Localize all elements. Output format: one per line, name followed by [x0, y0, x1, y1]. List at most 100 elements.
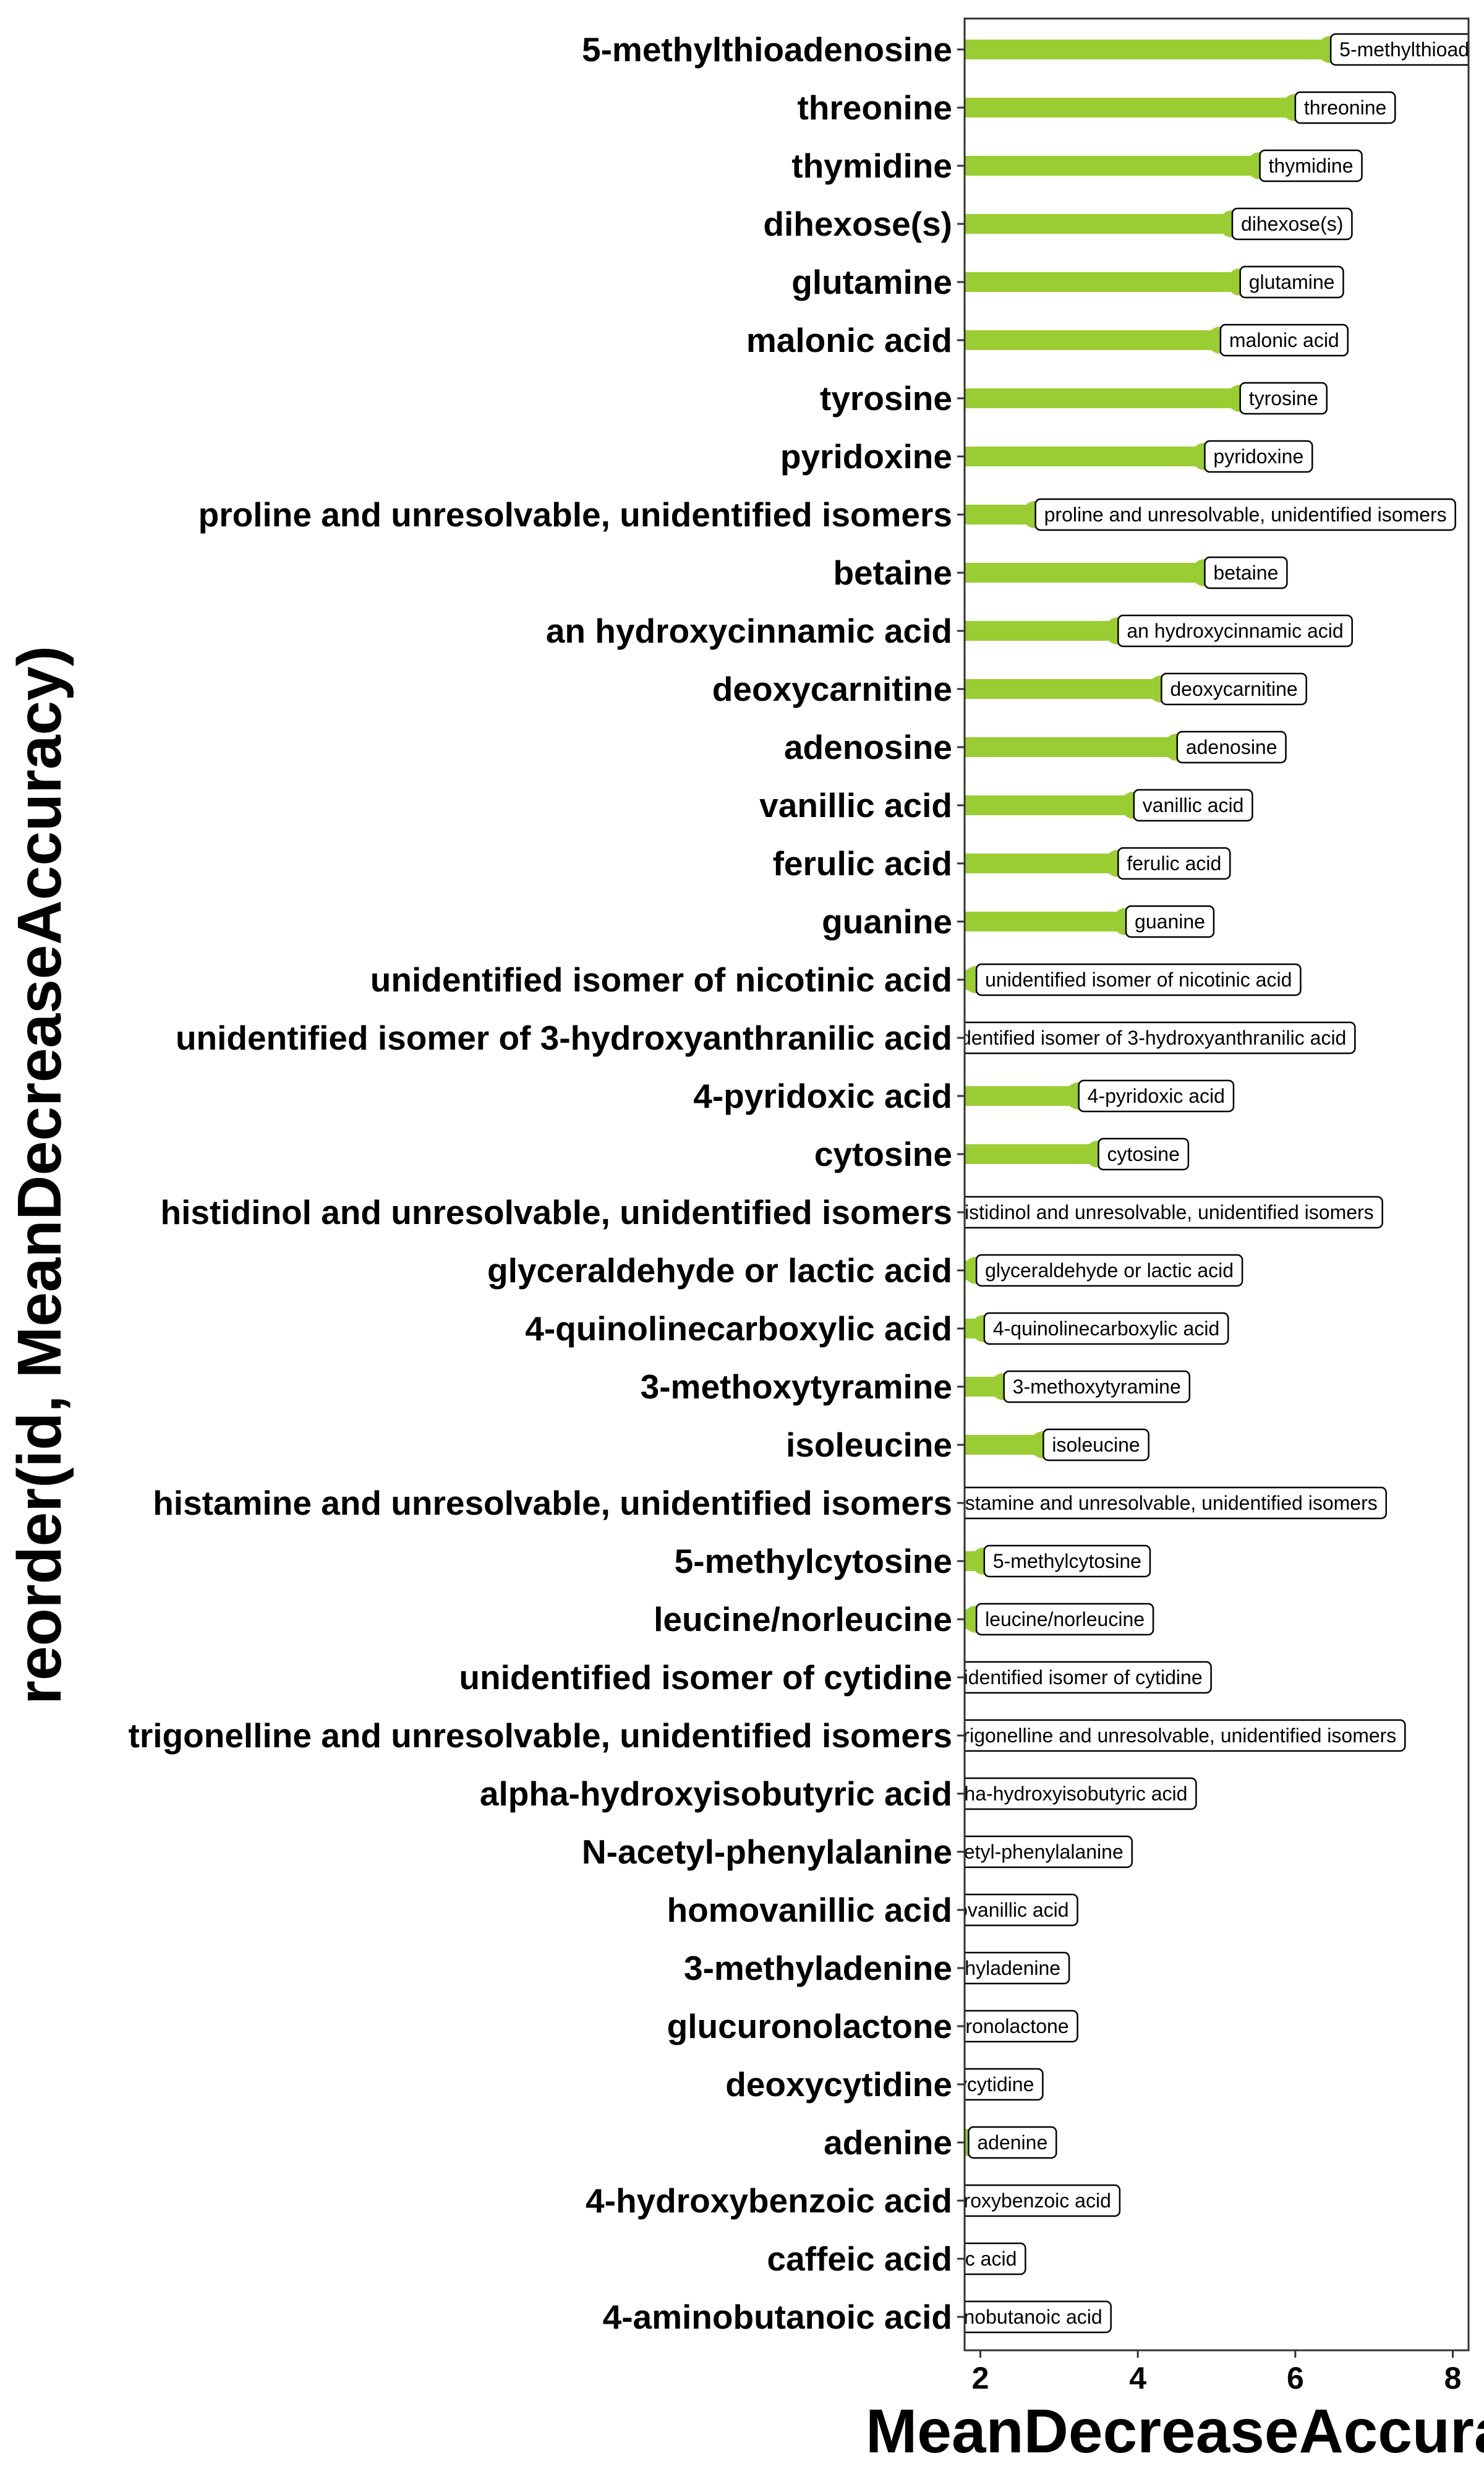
- data-label: isoleucine: [1043, 1428, 1149, 1462]
- category-label: adenosine: [784, 728, 952, 766]
- data-label-text: unidentified isomer of cytidine: [942, 1666, 1203, 1689]
- category-label: histamine and unresolvable, unidentified…: [153, 1484, 952, 1522]
- category-label: glyceraldehyde or lactic acid: [487, 1251, 952, 1290]
- data-label-box: [1117, 614, 1353, 648]
- x-tick-label: 2: [972, 2361, 989, 2395]
- category-label: unidentified isomer of 3-hydroxyanthrani…: [176, 1019, 952, 1057]
- data-label: proline and unresolvable, unidentified i…: [1034, 498, 1456, 531]
- data-label-text: pyridoxine: [1213, 445, 1303, 468]
- data-label-box: [975, 1603, 1154, 1636]
- data-label: histidinol and unresolvable, unidentifie…: [953, 1196, 1383, 1229]
- data-label-text: proline and unresolvable, unidentified i…: [1044, 503, 1447, 526]
- data-label-box: [965, 1661, 1212, 1694]
- data-label: an hydroxycinnamic acid: [1117, 614, 1353, 648]
- data-label-box: [965, 1951, 1070, 1985]
- data-label: tyrosine: [1239, 382, 1328, 415]
- y-axis-title: reorder(id, MeanDecreaseAccuracy): [5, 646, 74, 1705]
- data-label: 3-methoxytyramine: [1003, 1370, 1191, 1403]
- data-label-box: [1098, 1137, 1190, 1171]
- data-label-text: histidinol and unresolvable, unidentifie…: [953, 1201, 1374, 1223]
- data-label-box: [983, 1312, 1229, 1345]
- x-tick-label: 4: [1129, 2361, 1146, 2395]
- data-label-text: adenine: [977, 2131, 1047, 2154]
- data-label-text: ferulic acid: [1127, 852, 1221, 875]
- data-label: adenine: [968, 2126, 1057, 2159]
- bar: [965, 912, 1127, 931]
- category-label: caffeic acid: [767, 2240, 952, 2278]
- data-label-text: threonine: [1304, 96, 1386, 119]
- data-label: 4-aminobutanoic acid: [965, 2300, 1112, 2334]
- data-label-box: [968, 2126, 1057, 2159]
- data-label-box: [1239, 382, 1328, 415]
- category-label: 4-quinolinecarboxylic acid: [525, 1309, 952, 1348]
- data-label: betaine: [1204, 556, 1288, 589]
- category-label: threonine: [797, 88, 952, 127]
- data-label-box: [1117, 847, 1231, 880]
- data-label: 4-quinolinecarboxylic acid: [983, 1312, 1229, 1345]
- data-label-box: [1204, 440, 1313, 473]
- data-label-box: [965, 2068, 1044, 2101]
- data-label-text: alpha-hydroxyisobutyric acid: [938, 1783, 1188, 1805]
- data-label-text: deoxycytidine: [914, 2073, 1034, 2095]
- data-label-text: vanillic acid: [1143, 794, 1244, 816]
- data-label-text: glyceraldehyde or lactic acid: [985, 1259, 1234, 1282]
- data-label: leucine/norleucine: [975, 1603, 1154, 1636]
- category-label: pyridoxine: [780, 437, 952, 476]
- x-tick-label: 8: [1444, 2361, 1462, 2395]
- data-label-text: malonic acid: [1229, 329, 1339, 351]
- data-label: N-acetyl-phenylalanine: [922, 1835, 1133, 1868]
- category-label: unidentified isomer of cytidine: [459, 1658, 952, 1697]
- x-axis-title: MeanDecreaseAccuracy: [866, 2397, 1484, 2466]
- data-label-text: guanine: [1135, 910, 1205, 933]
- category-label: glucuronolactone: [667, 2007, 952, 2045]
- data-label-box: [1329, 33, 1469, 66]
- data-label-box: [1034, 498, 1456, 531]
- data-label: glutamine: [1239, 265, 1344, 299]
- data-label-text: N-acetyl-phenylalanine: [922, 1841, 1124, 1863]
- category-label: 5-methylthioadenosine: [582, 30, 952, 69]
- data-label-text: 4-hydroxybenzoic acid: [914, 2189, 1111, 2212]
- data-label-box: [965, 2300, 1112, 2334]
- category-label: guanine: [822, 902, 952, 941]
- bar: [965, 272, 1240, 292]
- data-label-box: [1133, 789, 1253, 822]
- x-tick-label: 6: [1287, 2361, 1304, 2395]
- data-label-text: histamine and unresolvable, unidentified…: [950, 1492, 1378, 1514]
- bar: [965, 854, 1119, 873]
- category-label: cytosine: [814, 1135, 952, 1173]
- data-label-box: [965, 1893, 1078, 1927]
- data-label: histamine and unresolvable, unidentified…: [950, 1486, 1387, 1520]
- data-label: vanillic acid: [1133, 789, 1253, 822]
- data-label-box: [965, 2010, 1078, 2043]
- data-label-box: [1078, 1079, 1235, 1113]
- data-label: alpha-hydroxyisobutyric acid: [938, 1777, 1197, 1810]
- data-label-box: [1204, 556, 1288, 589]
- category-label: 4-aminobutanoic acid: [603, 2298, 952, 2336]
- category-label: tyrosine: [820, 379, 952, 417]
- data-label: malonic acid: [1219, 323, 1349, 357]
- data-label-box: [975, 963, 1302, 996]
- x-axis-ticks: 2 4 6 8: [972, 2350, 1462, 2395]
- data-label-box: [1231, 207, 1353, 241]
- data-label-box: [965, 1196, 1383, 1229]
- data-label-box: [965, 1835, 1133, 1868]
- category-label: vanillic acid: [759, 786, 952, 824]
- data-label-text: adenosine: [1186, 736, 1277, 758]
- data-label-box: [965, 2242, 1026, 2275]
- data-label-text: homovanillic acid: [918, 1899, 1069, 1921]
- bar: [965, 679, 1162, 699]
- data-label: cytosine: [1098, 1137, 1190, 1171]
- data-label-text: 5-methylcytosine: [993, 1550, 1141, 1572]
- bar: [965, 563, 1205, 583]
- data-label-text: leucine/norleucine: [985, 1608, 1145, 1630]
- category-label: 3-methoxytyramine: [641, 1368, 952, 1406]
- data-label-box: [965, 1719, 1406, 1752]
- data-label-box: [1003, 1370, 1191, 1403]
- data-label-box: [1259, 149, 1363, 182]
- data-label: glucuronolactone: [965, 2010, 1078, 2043]
- data-label-text: glutamine: [1249, 271, 1335, 293]
- data-label-text: dihexose(s): [1241, 213, 1343, 235]
- category-label: ferulic acid: [773, 844, 952, 883]
- data-label-box: [1161, 672, 1307, 706]
- data-label-box: [1294, 91, 1396, 124]
